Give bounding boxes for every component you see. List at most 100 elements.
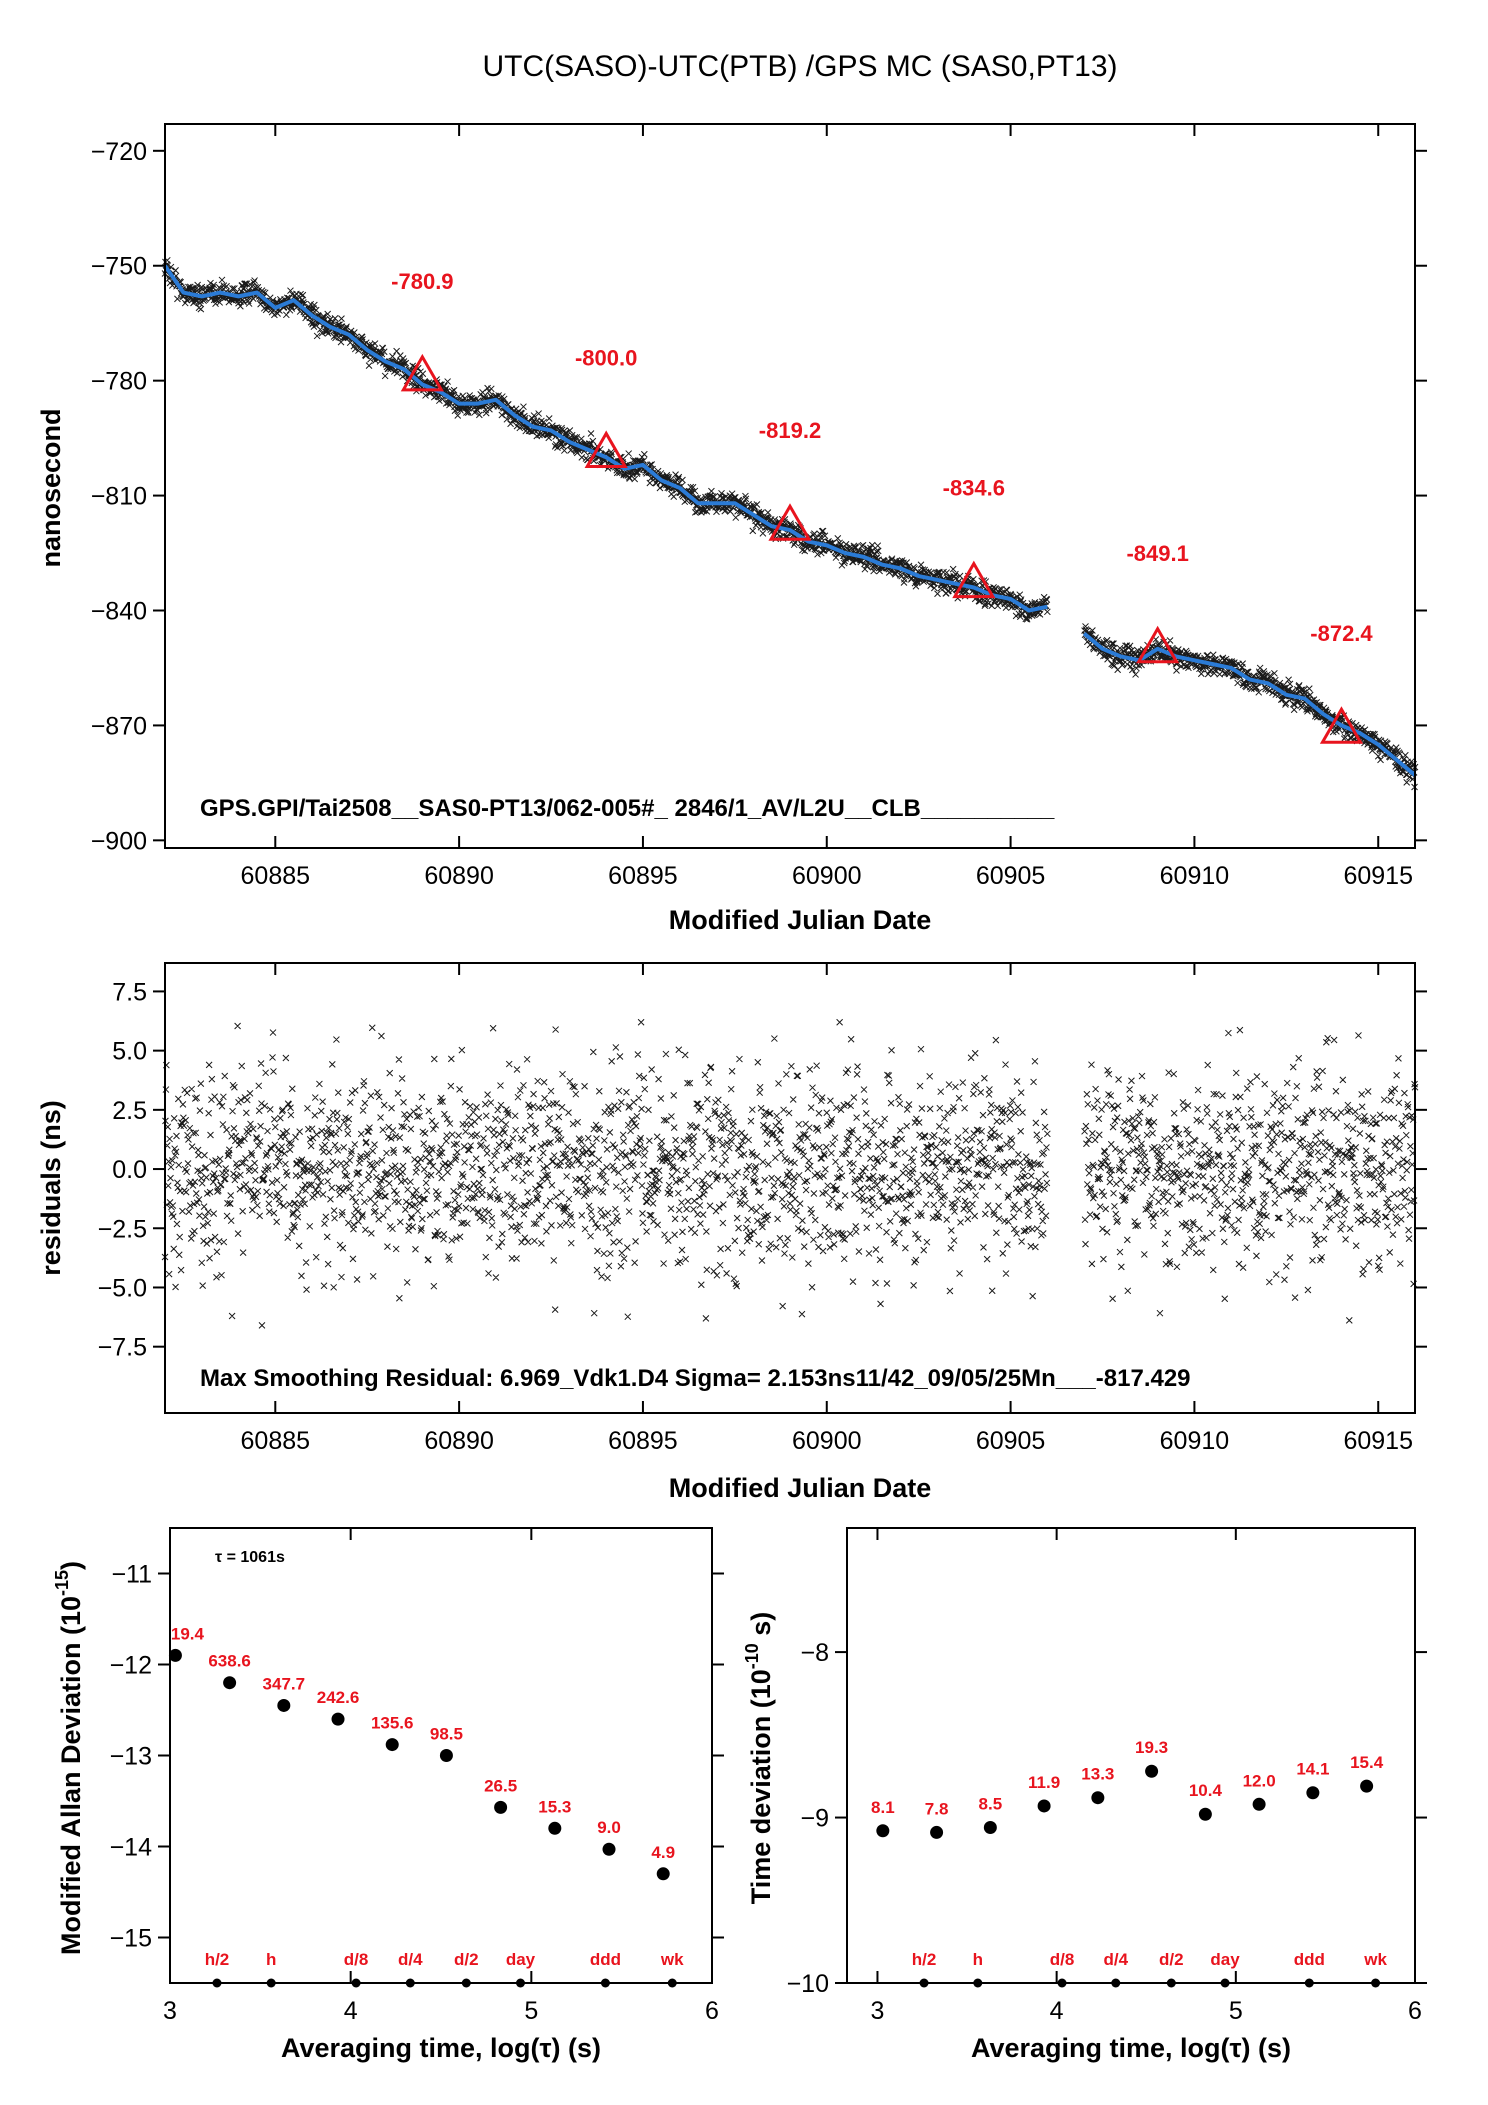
triangle-value-label: -800.0 (575, 345, 637, 370)
interval-marker-label: d/8 (1050, 1950, 1075, 1969)
interval-marker-label: h/2 (205, 1950, 230, 1969)
deviation-point-label: 7.8 (925, 1799, 949, 1818)
deviation-point (494, 1800, 508, 1814)
tdev-x-axis-title: Averaging time, log(τ) (s) (971, 2033, 1291, 2063)
deviation-point-label: 12.0 (1243, 1771, 1276, 1790)
y-tick-label: −9 (800, 1805, 829, 1833)
x-tick-label: 3 (871, 1997, 885, 2025)
y-tick-label: 7.5 (112, 978, 147, 1006)
interval-marker-label: d/2 (454, 1950, 479, 1969)
y-tick-label: −8 (800, 1639, 829, 1667)
y-tick-label: −13 (110, 1743, 152, 1771)
deviation-point (1252, 1797, 1266, 1811)
x-tick-label: 6 (705, 1997, 719, 2025)
x-tick-label: 60890 (424, 862, 494, 890)
y-tick-label: −11 (111, 1561, 152, 1589)
deviation-point (1306, 1786, 1320, 1800)
deviation-point (1091, 1791, 1105, 1805)
tdev-axes: 3 4 5 6 −8 −9 −10 (787, 1528, 1427, 2025)
deviation-point-label: 242.6 (317, 1688, 360, 1707)
timeseries-frame (164, 123, 1416, 849)
interval-marker-label: h/2 (912, 1950, 937, 1969)
y-tick-label: −5.0 (98, 1274, 147, 1302)
triangle-marker (400, 353, 444, 392)
interval-marker-label: day (1210, 1950, 1240, 1969)
figure-title: UTC(SASO)-UTC(PTB) /GPS MC (SAS0,PT13) (482, 50, 1117, 83)
residuals-marks (161, 1018, 1419, 1329)
y-tick-label: −870 (91, 712, 147, 740)
y-tick-label: 5.0 (112, 1038, 147, 1066)
deviation-point (983, 1820, 997, 1834)
residuals-panel: 60885 60890 60895 60900 60905 60910 60915 7.5 5.… (36, 962, 1427, 1503)
triangle-value-label: -849.1 (1126, 541, 1188, 566)
interval-marker-label: wk (1363, 1950, 1387, 1969)
interval-marker-label: d/8 (344, 1950, 369, 1969)
x-tick-label: 4 (344, 1997, 358, 2025)
mdev-y-axis-title-exponent: -15 (52, 1570, 72, 1596)
deviation-point (876, 1824, 890, 1838)
triangle-marker (952, 560, 996, 599)
deviation-point (656, 1867, 670, 1881)
y-tick-label: −2.5 (98, 1215, 147, 1243)
interval-marker-label: d/2 (1159, 1950, 1184, 1969)
x-tick-label: 5 (1229, 1997, 1243, 2025)
deviation-point (1198, 1807, 1212, 1821)
x-tick-label: 60890 (424, 1427, 494, 1455)
timeseries-axes: 60885 60890 60895 60900 60905 60910 60915 −720 −… (91, 124, 1427, 890)
mdev-tau-note: τ = 1061s (215, 1549, 285, 1566)
deviation-point-label: 4.9 (651, 1843, 675, 1862)
deviation-point (277, 1698, 291, 1712)
x-tick-label: 60905 (976, 862, 1046, 890)
residuals-y-axis-title: residuals (ns) (36, 1100, 66, 1276)
deviation-point (223, 1676, 237, 1690)
deviation-point-label: 13.3 (1081, 1765, 1114, 1784)
deviation-point-label: 98.5 (430, 1725, 463, 1744)
deviation-point-label: 8.1 (871, 1798, 895, 1817)
deviation-point-label: 8.5 (979, 1794, 1003, 1813)
deviation-point (439, 1749, 453, 1762)
interval-marker-label: h (266, 1950, 276, 1969)
interval-marker-label: d/4 (398, 1950, 423, 1969)
x-tick-label: 60905 (976, 1427, 1046, 1455)
y-tick-label: −810 (91, 483, 147, 511)
timeseries-y-axis-title: nanosecond (36, 408, 66, 567)
x-tick-label: 60895 (608, 862, 678, 890)
triangle-marker (584, 430, 628, 468)
x-tick-label: 4 (1050, 1997, 1064, 2025)
deviation-point-label: 9.0 (597, 1818, 621, 1837)
y-tick-label: −780 (91, 368, 147, 396)
triangle-value-label: -834.6 (943, 476, 1005, 501)
x-tick-label: 5 (524, 1997, 538, 2025)
interval-marker-label: day (506, 1950, 536, 1969)
x-tick-label: 60900 (792, 1427, 862, 1455)
y-tick-label: −7.5 (98, 1334, 147, 1362)
interval-marker-label: wk (660, 1950, 684, 1969)
residuals-x-axis-title: Modified Julian Date (669, 1473, 932, 1503)
deviation-point (602, 1842, 616, 1856)
deviation-point (1145, 1764, 1159, 1778)
tdev-y-axis-title-exponent: -10 (742, 1643, 762, 1669)
deviation-point (1037, 1799, 1051, 1813)
x-tick-label: 60885 (241, 862, 311, 890)
tdev-y-axis-title-main: Time deviation (10 (746, 1669, 776, 1904)
residual-point-crosses (161, 1018, 1419, 1329)
deviation-point (331, 1712, 345, 1726)
y-tick-label: −10 (787, 1970, 829, 1998)
residuals-info-text: Max Smoothing Residual: 6.969_Vdk1.D4 Si… (200, 1365, 1191, 1392)
mdev-y-axis-title: Modified Allan Deviation (10-15) (52, 1561, 86, 1955)
x-tick-label: 6 (1408, 1997, 1422, 2025)
tdev-marks: 8.1 7.8 8.5 11.9 13.3 19.3 10.4 12.0 14.1 15.4 h/2… (871, 1738, 1387, 1988)
tdev-panel: 8.1 7.8 8.5 11.9 13.3 19.3 10.4 12.0 14.1 15.4 h/2… (742, 1527, 1427, 2063)
interval-marker-label: ddd (1294, 1950, 1325, 1969)
triangle-value-label: -872.4 (1310, 621, 1373, 646)
x-tick-label: 60895 (608, 1427, 678, 1455)
deviation-point-label: 11.9 (1028, 1773, 1060, 1792)
x-tick-label: 60910 (1160, 1427, 1230, 1455)
deviation-point (385, 1738, 399, 1752)
deviation-point (548, 1821, 562, 1835)
timeseries-info-text: GPS.GPI/Tai2508__SAS0-PT13/062-005#_ 284… (200, 795, 1055, 822)
deviation-point-label: 15.4 (1350, 1753, 1384, 1772)
x-tick-label: 60915 (1343, 862, 1413, 890)
